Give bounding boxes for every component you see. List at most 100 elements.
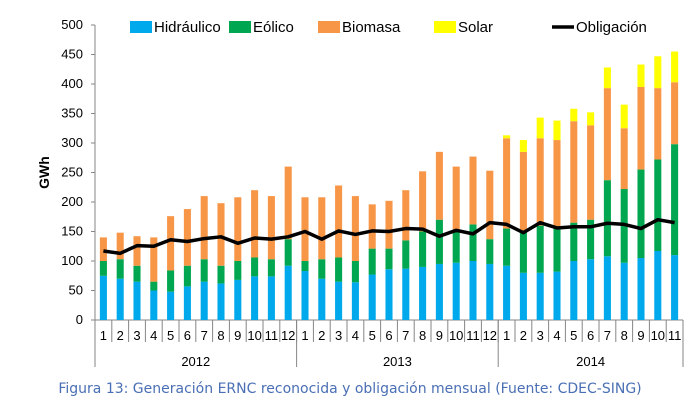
bar-hidraulico	[234, 279, 242, 320]
bar-eolico	[570, 222, 578, 261]
x-tick-label: 10	[449, 328, 463, 343]
bar-biomasa	[200, 196, 208, 260]
x-tick-label: 1	[503, 328, 510, 343]
bar-hidraulico	[99, 275, 107, 320]
bar-hidraulico	[368, 274, 376, 320]
x-tick-label: 5	[570, 328, 577, 343]
legend-label-hidraulico: Hidráulico	[154, 19, 221, 36]
bar-eolico	[435, 219, 443, 264]
bar-solar	[536, 117, 544, 139]
y-tick-label: 300	[61, 135, 83, 150]
bar-eolico	[519, 231, 527, 273]
x-tick-label: 1	[301, 328, 308, 343]
bar-eolico	[200, 259, 208, 282]
bar-eolico	[419, 231, 427, 267]
bar-hidraulico	[335, 281, 343, 320]
bar-eolico	[402, 240, 410, 269]
bar-solar	[553, 120, 561, 141]
bar-hidraulico	[402, 268, 410, 320]
x-tick-label: 9	[234, 328, 241, 343]
bar-biomasa	[335, 185, 343, 258]
y-tick-label: 0	[76, 312, 83, 327]
bar-eolico	[116, 259, 124, 279]
x-tick-label: 5	[167, 328, 174, 343]
bar-hidraulico	[435, 263, 443, 320]
bar-biomasa	[402, 190, 410, 241]
bar-biomasa	[587, 125, 595, 220]
bar-biomasa	[603, 88, 611, 181]
bar-eolico	[335, 257, 343, 282]
bar-hidraulico	[486, 263, 494, 320]
legend-label-obligacion: Obligación	[576, 19, 647, 36]
legend-label-biomasa: Biomasa	[342, 19, 401, 36]
figure-caption: Figura 13: Generación ERNC reconocida y …	[58, 381, 642, 397]
y-tick-label: 350	[61, 106, 83, 121]
x-tick-label: 12	[281, 328, 295, 343]
bar-biomasa	[637, 86, 645, 170]
bar-hidraulico	[183, 286, 191, 320]
bar-biomasa	[318, 197, 326, 260]
x-tick-label: 2	[318, 328, 325, 343]
bar-biomasa	[671, 82, 679, 145]
bar-biomasa	[368, 204, 376, 249]
y-tick-label: 400	[61, 76, 83, 91]
x-tick-label: 1	[100, 328, 107, 343]
bar-eolico	[452, 231, 460, 263]
bar-hidraulico	[587, 259, 595, 320]
bar-hidraulico	[419, 266, 427, 320]
bar-biomasa	[452, 166, 460, 232]
x-tick-label: 12	[483, 328, 497, 343]
bar-eolico	[587, 219, 595, 260]
bar-eolico	[183, 265, 191, 287]
bar-eolico	[553, 228, 561, 272]
bar-eolico	[251, 257, 259, 277]
bar-eolico	[368, 248, 376, 275]
bar-hidraulico	[167, 291, 175, 320]
x-tick-label: 5	[369, 328, 376, 343]
bar-solar	[620, 104, 628, 129]
x-tick-label: 8	[217, 328, 224, 343]
bar-eolico	[234, 261, 242, 280]
bar-hidraulico	[318, 278, 326, 320]
x-tick-label: 3	[537, 328, 544, 343]
bar-biomasa	[503, 138, 511, 229]
bar-biomasa	[133, 236, 141, 266]
line-obligacion	[103, 217, 675, 256]
legend-swatch-eolico	[229, 21, 251, 33]
bar-hidraulico	[519, 272, 527, 320]
bar-hidraulico	[351, 282, 359, 320]
legend-label-solar: Solar	[458, 19, 493, 36]
bar-solar	[570, 108, 578, 122]
y-tick-label: 150	[61, 224, 83, 239]
legend-swatch-biomasa	[318, 21, 340, 33]
bar-solar	[519, 140, 527, 152]
bar-hidraulico	[553, 271, 561, 320]
bar-eolico	[284, 239, 292, 266]
bar-hidraulico	[200, 281, 208, 320]
bar-biomasa	[150, 237, 158, 282]
bar-hidraulico	[217, 283, 225, 320]
bar-biomasa	[620, 128, 628, 190]
bar-hidraulico	[620, 262, 628, 320]
y-axis-title: GWh	[36, 156, 52, 189]
x-tick-label: 7	[402, 328, 409, 343]
bar-hidraulico	[469, 261, 477, 320]
x-tick-label: 3	[335, 328, 342, 343]
bar-eolico	[217, 265, 225, 284]
y-tick-label: 500	[61, 17, 83, 32]
x-tick-label: 4	[352, 328, 359, 343]
x-tick-label: 6	[587, 328, 594, 343]
bar-biomasa	[251, 190, 259, 258]
bar-biomasa	[351, 196, 359, 261]
bar-biomasa	[284, 166, 292, 240]
x-tick-label: 7	[201, 328, 208, 343]
bar-hidraulico	[116, 278, 124, 320]
x-tick-label: 7	[604, 328, 611, 343]
x-tick-label: 6	[184, 328, 191, 343]
bar-hidraulico	[267, 276, 275, 320]
bar-biomasa	[519, 151, 527, 232]
x-tick-label: 2	[520, 328, 527, 343]
bar-hidraulico	[284, 265, 292, 320]
bar-biomasa	[419, 171, 427, 232]
